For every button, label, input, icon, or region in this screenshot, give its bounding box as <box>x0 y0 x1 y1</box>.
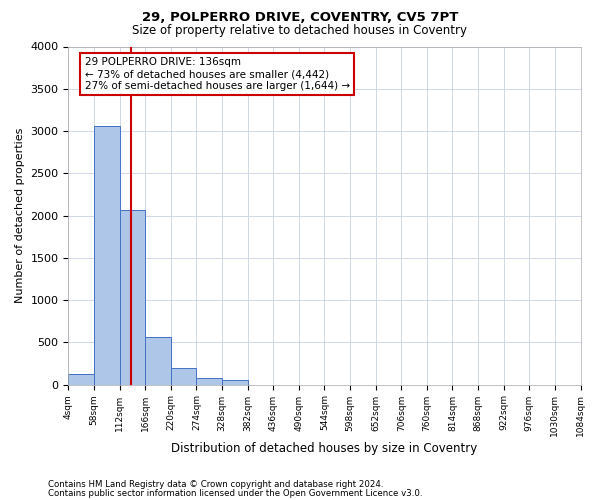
Bar <box>171 368 196 384</box>
Bar <box>94 126 119 384</box>
Bar <box>68 374 94 384</box>
Bar <box>196 378 222 384</box>
Bar <box>145 338 171 384</box>
Bar <box>222 380 248 384</box>
Bar <box>119 210 145 384</box>
X-axis label: Distribution of detached houses by size in Coventry: Distribution of detached houses by size … <box>172 442 478 455</box>
Text: Contains public sector information licensed under the Open Government Licence v3: Contains public sector information licen… <box>48 488 422 498</box>
Text: Contains HM Land Registry data © Crown copyright and database right 2024.: Contains HM Land Registry data © Crown c… <box>48 480 383 489</box>
Text: 29, POLPERRO DRIVE, COVENTRY, CV5 7PT: 29, POLPERRO DRIVE, COVENTRY, CV5 7PT <box>142 11 458 24</box>
Text: Size of property relative to detached houses in Coventry: Size of property relative to detached ho… <box>133 24 467 37</box>
Y-axis label: Number of detached properties: Number of detached properties <box>15 128 25 303</box>
Text: 29 POLPERRO DRIVE: 136sqm
← 73% of detached houses are smaller (4,442)
27% of se: 29 POLPERRO DRIVE: 136sqm ← 73% of detac… <box>85 58 350 90</box>
